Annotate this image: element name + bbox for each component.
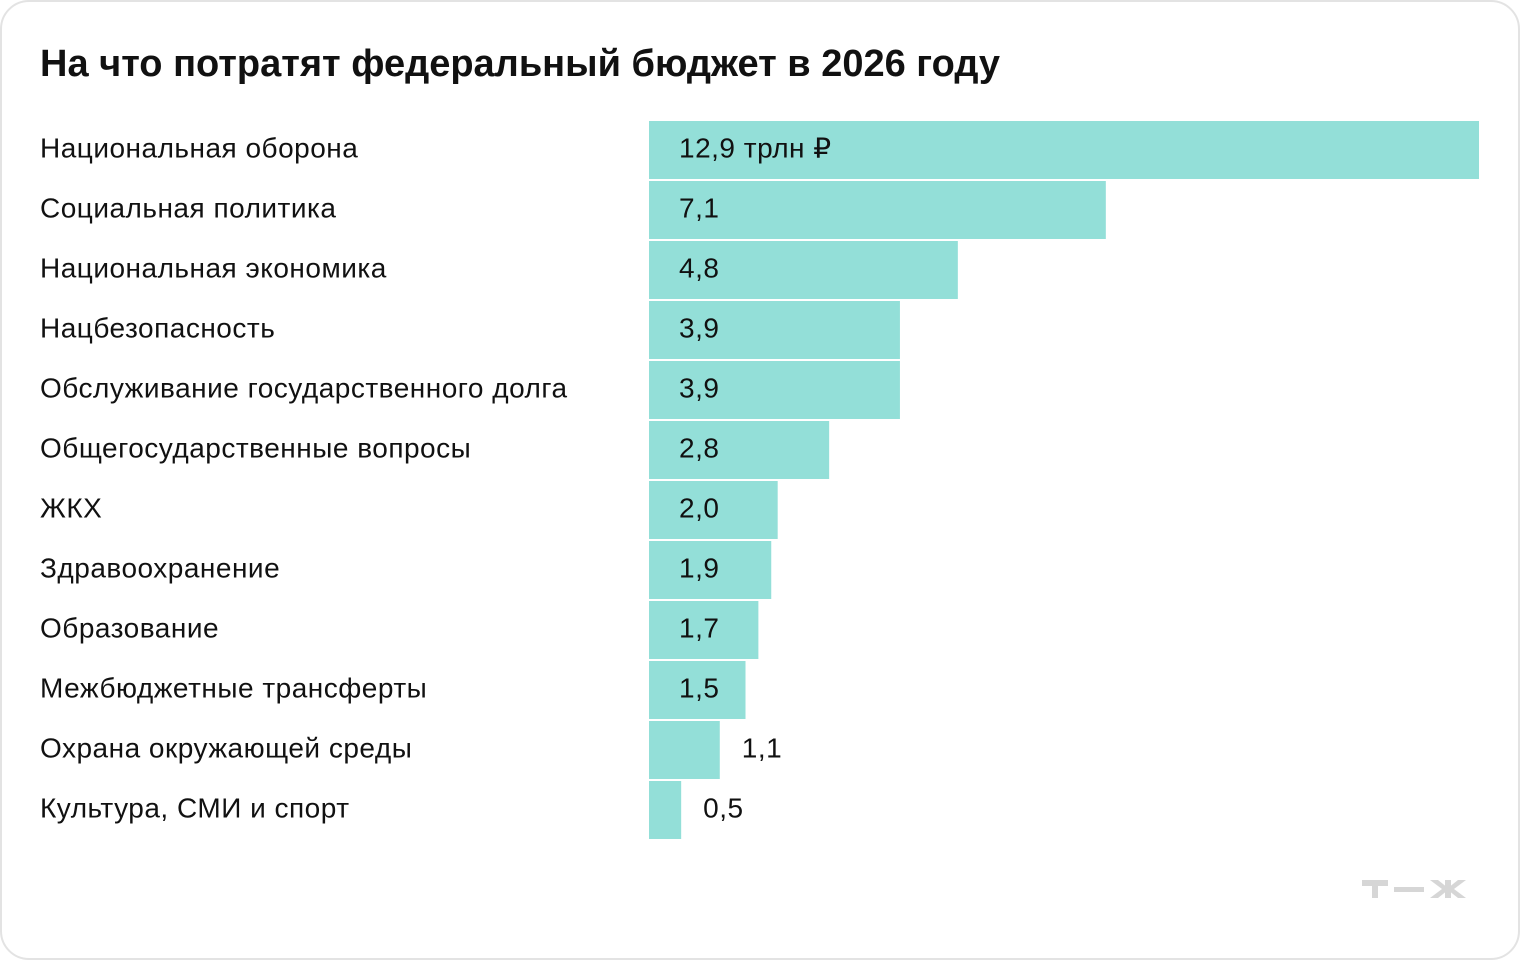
category-label: Национальная оборона	[40, 132, 358, 163]
category-label: Обслуживание государственного долга	[40, 372, 568, 403]
category-label: Здравоохранение	[40, 552, 280, 583]
bar	[649, 421, 830, 479]
value-label: 3,9	[679, 372, 719, 403]
bar	[649, 661, 746, 719]
value-label: 1,9	[679, 552, 719, 583]
category-label: Межбюджетные трансферты	[40, 672, 427, 703]
value-label: 2,8	[679, 432, 719, 463]
category-label: Социальная политика	[40, 192, 336, 223]
value-label: 1,7	[679, 612, 719, 643]
value-label: 12,9 трлн ₽	[679, 132, 832, 163]
bar	[649, 301, 900, 359]
bar	[649, 721, 720, 779]
logo	[1362, 880, 1466, 898]
category-label: Образование	[40, 612, 219, 643]
value-label: 7,1	[679, 192, 719, 223]
bar	[649, 361, 900, 419]
category-label: Нацбезопасность	[40, 312, 275, 343]
category-label: Общегосударственные вопросы	[40, 432, 471, 463]
chart-title: На что потратят федеральный бюджет в 202…	[40, 43, 1000, 85]
bar	[649, 781, 682, 839]
bar	[649, 601, 759, 659]
value-label: 0,5	[703, 792, 743, 823]
category-label: ЖКХ	[40, 492, 102, 523]
bar	[649, 121, 1479, 179]
value-label: 1,5	[679, 672, 719, 703]
category-label: Культура, СМИ и спорт	[40, 792, 350, 823]
bar	[649, 241, 958, 299]
value-label: 3,9	[679, 312, 719, 343]
bar	[649, 541, 772, 599]
value-label: 1,1	[742, 732, 782, 763]
bar	[649, 181, 1106, 239]
value-label: 2,0	[679, 492, 719, 523]
value-label: 4,8	[679, 252, 719, 283]
category-label: Охрана окружающей среды	[40, 732, 412, 763]
bar	[649, 481, 778, 539]
category-label: Национальная экономика	[40, 252, 387, 283]
